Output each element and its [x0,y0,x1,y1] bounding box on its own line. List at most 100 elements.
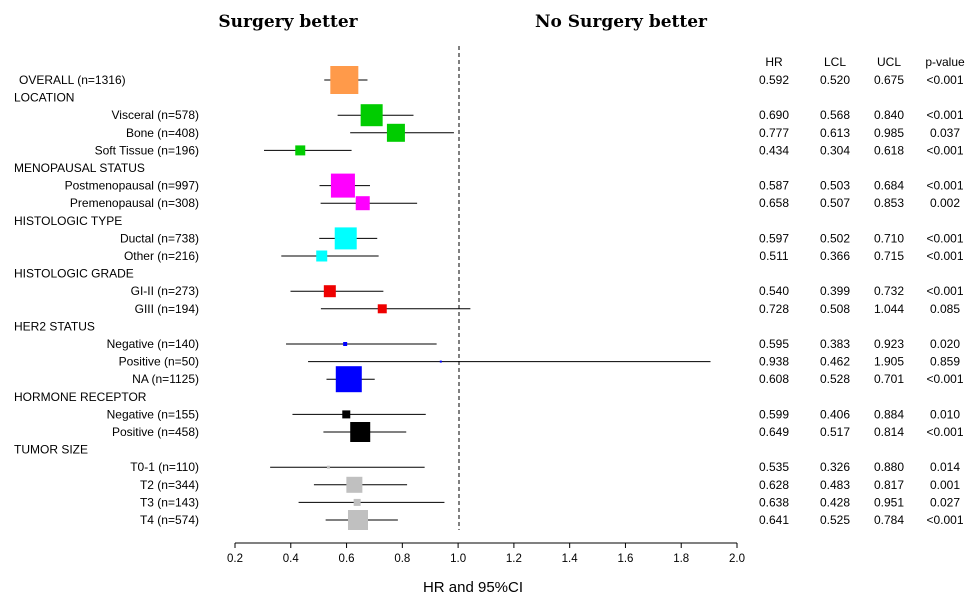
group-header: LOCATION [14,91,74,105]
lcl-value: 0.326 [820,460,850,474]
ucl-value: 0.732 [874,284,904,298]
forest-row: Postmenopausal (n=997) 0.587 0.503 0.684 <0.… [65,173,964,198]
row-label: T4 (n=574) [140,513,199,527]
group-header: MENOPAUSAL STATUS [14,161,145,175]
forest-row: OVERALL (n=1316) 0.592 0.520 0.675 <0.001 [19,66,964,94]
ucl-value: 0.715 [874,249,904,263]
hr-marker [335,366,362,393]
lcl-value: 0.366 [820,249,850,263]
row-label: Other (n=216) [124,249,199,263]
hr-value: 0.628 [759,478,789,492]
hr-value: 0.434 [759,143,789,157]
hr-value: 0.511 [759,249,788,263]
forest-row: Premenopausal (n=308) 0.658 0.507 0.853 0.00… [70,196,960,211]
hr-marker [353,498,361,506]
hr-marker [342,410,351,419]
lcl-value: 0.508 [820,302,850,316]
lcl-value: 0.502 [820,231,850,245]
hr-marker [439,360,442,363]
lcl-value: 0.383 [820,337,850,351]
row-label: T0-1 (n=110) [130,460,199,474]
x-tick-label: 1.2 [506,553,522,565]
lcl-value: 0.304 [820,143,850,157]
ucl-value: 0.618 [874,143,904,157]
hr-value: 0.535 [759,460,789,474]
row-label: T2 (n=344) [140,478,199,492]
hr-value: 0.608 [759,372,789,386]
title-surgery-better: Surgery better [218,12,358,32]
hr-marker [343,342,348,346]
p-value: <0.001 [926,143,963,157]
hr-value: 0.728 [759,302,789,316]
hr-marker [330,66,359,94]
forest-row: NA (n=1125) 0.608 0.528 0.701 <0.001 [132,366,964,393]
x-axis: 0.2 0.4 0.6 0.8 1.0 1.2 1.4 1.6 1.8 2.0 [227,542,745,565]
ucl-value: 0.814 [874,425,904,439]
x-axis-label: HR and 95%CI [423,579,523,596]
row-label: Soft Tissue (n=196) [95,143,199,157]
forest-row: GI-II (n=273) 0.540 0.399 0.732 <0.001 [131,284,964,298]
p-value: 0.020 [930,337,960,351]
hr-marker [316,250,328,262]
forest-row: Positive (n=458) 0.649 0.517 0.814 <0.001 [112,422,964,442]
ucl-value: 0.951 [874,495,904,509]
hr-marker [346,476,363,493]
hr-marker [295,145,306,156]
ucl-value: 0.840 [874,108,904,122]
row-label: Positive (n=458) [112,425,199,439]
hr-value: 0.592 [759,73,789,87]
ucl-value: 0.923 [874,337,904,351]
p-value: <0.001 [926,108,963,122]
ucl-value: 0.701 [874,372,904,386]
row-label: Bone (n=408) [126,126,199,140]
forest-row: Other (n=216) 0.511 0.366 0.715 <0.001 [124,249,964,263]
hr-value: 0.638 [759,495,789,509]
row-label: Ductal (n=738) [120,231,199,245]
ucl-value: 0.985 [874,126,904,140]
col-header-lcl: LCL [824,55,846,69]
forest-row: T0-1 (n=110) 0.535 0.326 0.880 0.014 [130,460,960,474]
title-no-surgery-better: No Surgery better [535,12,708,32]
hr-value: 0.690 [759,108,789,122]
hr-value: 0.649 [759,425,789,439]
lcl-value: 0.613 [820,126,850,140]
hr-marker [347,510,368,530]
group-header: HORMONE RECEPTOR [14,390,147,404]
p-value: <0.001 [926,231,963,245]
hr-value: 0.587 [759,179,789,193]
ucl-value: 0.880 [874,460,904,474]
lcl-value: 0.517 [820,425,850,439]
hr-value: 0.599 [759,407,789,421]
ucl-value: 1.905 [874,355,904,369]
ucl-value: 0.675 [874,73,904,87]
group-header: TUMOR SIZE [14,443,88,457]
hr-marker [386,123,405,142]
p-value: 0.859 [930,355,960,369]
ucl-value: 0.853 [874,196,904,210]
hr-value: 0.540 [759,284,789,298]
forest-row: T3 (n=143) 0.638 0.428 0.951 0.027 [140,495,960,509]
p-value: <0.001 [926,73,963,87]
ucl-value: 0.817 [874,478,904,492]
lcl-value: 0.525 [820,513,850,527]
forest-row: T2 (n=344) 0.628 0.483 0.817 0.001 [140,476,960,493]
hr-value: 0.938 [759,355,789,369]
row-label: GIII (n=194) [135,302,199,316]
forest-row: Soft Tissue (n=196) 0.434 0.304 0.618 <0.001 [95,143,964,157]
p-value: 0.002 [930,196,960,210]
p-value: <0.001 [926,372,963,386]
lcl-value: 0.428 [820,495,850,509]
row-label: OVERALL (n=1316) [19,73,126,87]
p-value: <0.001 [926,513,963,527]
row-label: GI-II (n=273) [131,284,199,298]
forest-rows: OVERALL (n=1316) 0.592 0.520 0.675 <0.001 LOC… [14,66,964,530]
x-tick-label: 0.2 [227,553,243,565]
row-label: Postmenopausal (n=997) [65,179,199,193]
forest-row: Negative (n=140) 0.595 0.383 0.923 0.020 [107,337,961,351]
group-header: HISTOLOGIC TYPE [14,214,122,228]
x-tick-label: 0.6 [339,553,355,565]
forest-row: T4 (n=574) 0.641 0.525 0.784 <0.001 [140,510,964,530]
hr-marker [326,465,330,469]
lcl-value: 0.503 [820,179,850,193]
